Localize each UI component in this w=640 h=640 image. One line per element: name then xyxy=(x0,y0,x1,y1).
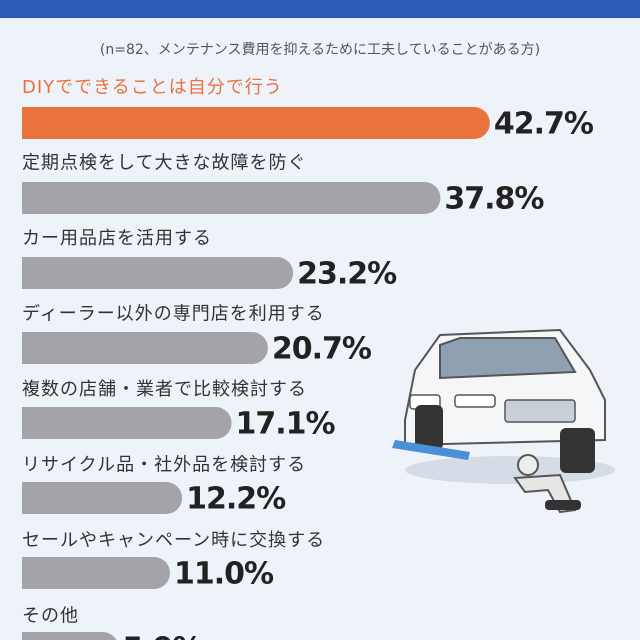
value-label: 11.0% xyxy=(174,557,274,592)
category-label: リサイクル品・社外品を検討する xyxy=(22,455,306,476)
category-label: 定期点検をして大きな故障を防ぐ xyxy=(22,153,306,174)
value-label: 5.9% xyxy=(123,632,203,640)
bar xyxy=(22,557,170,589)
bar xyxy=(22,482,183,514)
value-label: 12.2% xyxy=(186,482,286,517)
category-label: カー用品店を活用する xyxy=(22,228,212,249)
category-label: ディーラー以外の専門店を利用する xyxy=(22,304,325,325)
value-label: 20.7% xyxy=(272,332,372,367)
car-illustration xyxy=(392,328,615,514)
bar xyxy=(22,407,232,439)
value-label: 42.7% xyxy=(494,107,594,142)
category-label: セールやキャンペーン時に交換する xyxy=(22,530,325,551)
category-label: 複数の店舗・業者で比較検討する xyxy=(22,379,307,400)
bar xyxy=(22,257,294,289)
bar xyxy=(22,632,117,640)
category-label: DIYでできることは自分で行う xyxy=(22,77,283,98)
value-label: 23.2% xyxy=(297,257,397,292)
bar xyxy=(22,182,441,214)
value-label: 17.1% xyxy=(236,407,336,442)
category-label: その他 xyxy=(22,606,79,627)
header-bar xyxy=(0,0,640,18)
value-label: 37.8% xyxy=(444,182,544,217)
bar xyxy=(22,332,268,364)
subtitle: (n=82、メンテナンス費用を抑えるために工夫していることがある方) xyxy=(100,42,540,58)
bar xyxy=(22,107,490,139)
